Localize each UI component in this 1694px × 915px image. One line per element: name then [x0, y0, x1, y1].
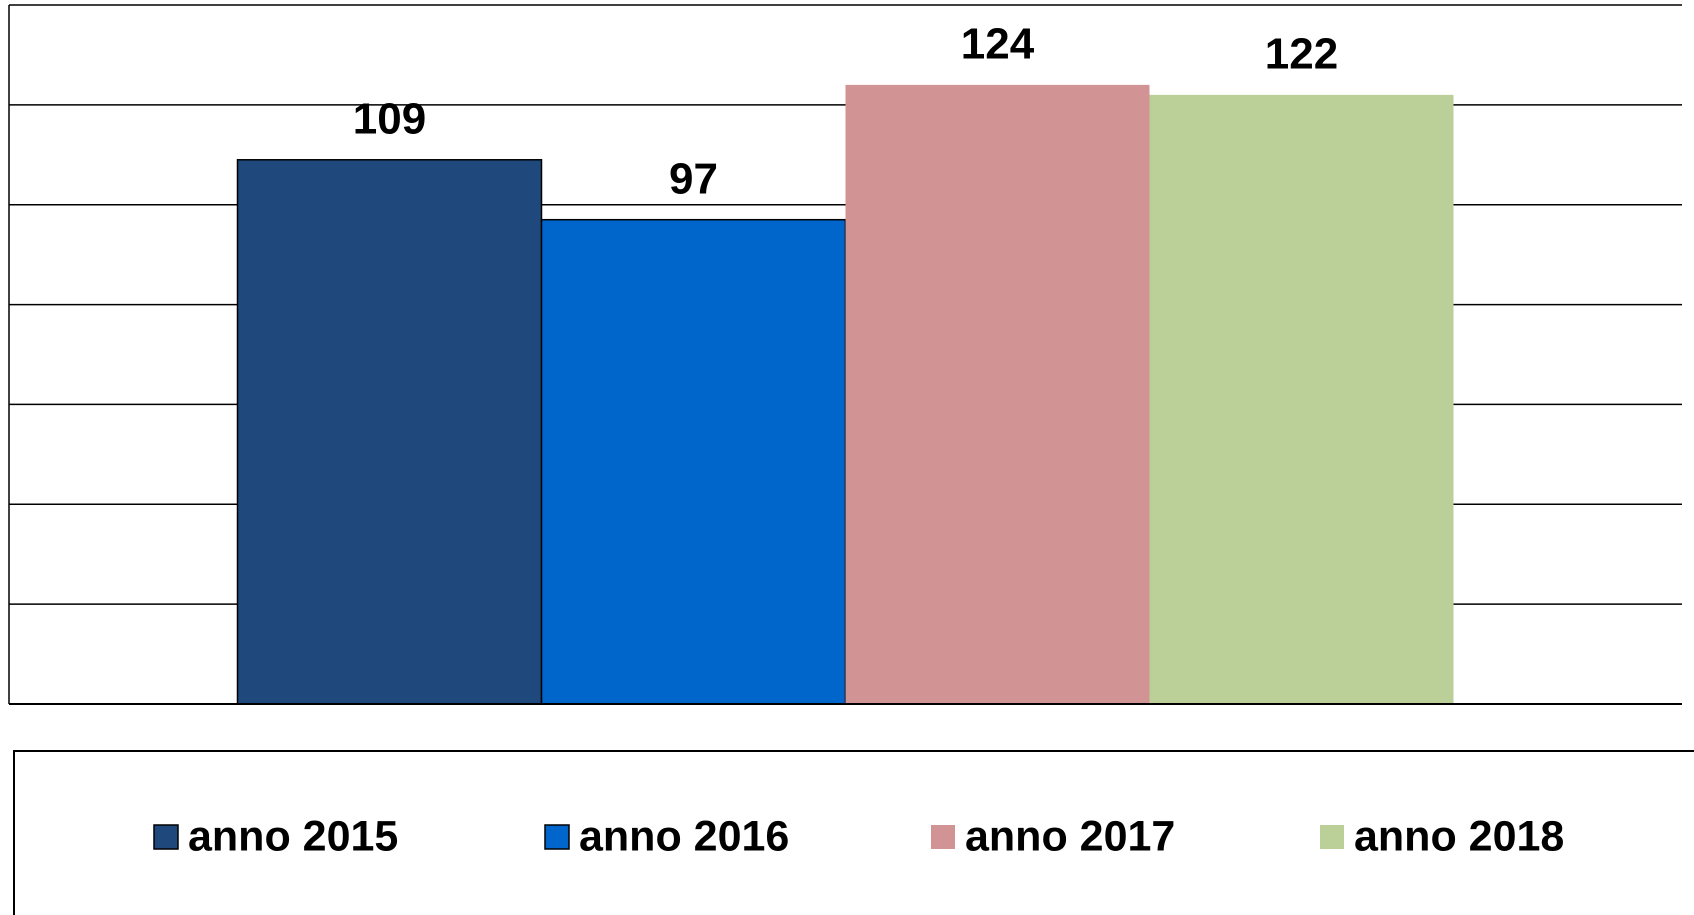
bar — [1149, 94, 1454, 704]
legend-label: anno 2017 — [965, 812, 1175, 860]
legend-swatch — [153, 824, 179, 850]
bar — [540, 218, 847, 705]
data-label: 124 — [961, 20, 1035, 69]
data-label: 109 — [353, 94, 426, 143]
data-label: 122 — [1265, 29, 1338, 78]
legend-label: anno 2015 — [188, 812, 398, 860]
legend-swatch — [931, 825, 955, 849]
legend-label: anno 2016 — [579, 812, 789, 860]
legend-label: anno 2018 — [1354, 812, 1564, 860]
bar — [236, 159, 543, 705]
legend-box — [13, 750, 1694, 915]
data-label: 97 — [669, 154, 718, 203]
legend-swatch — [1320, 825, 1344, 849]
legend-swatch — [544, 824, 570, 850]
bar — [845, 84, 1150, 704]
